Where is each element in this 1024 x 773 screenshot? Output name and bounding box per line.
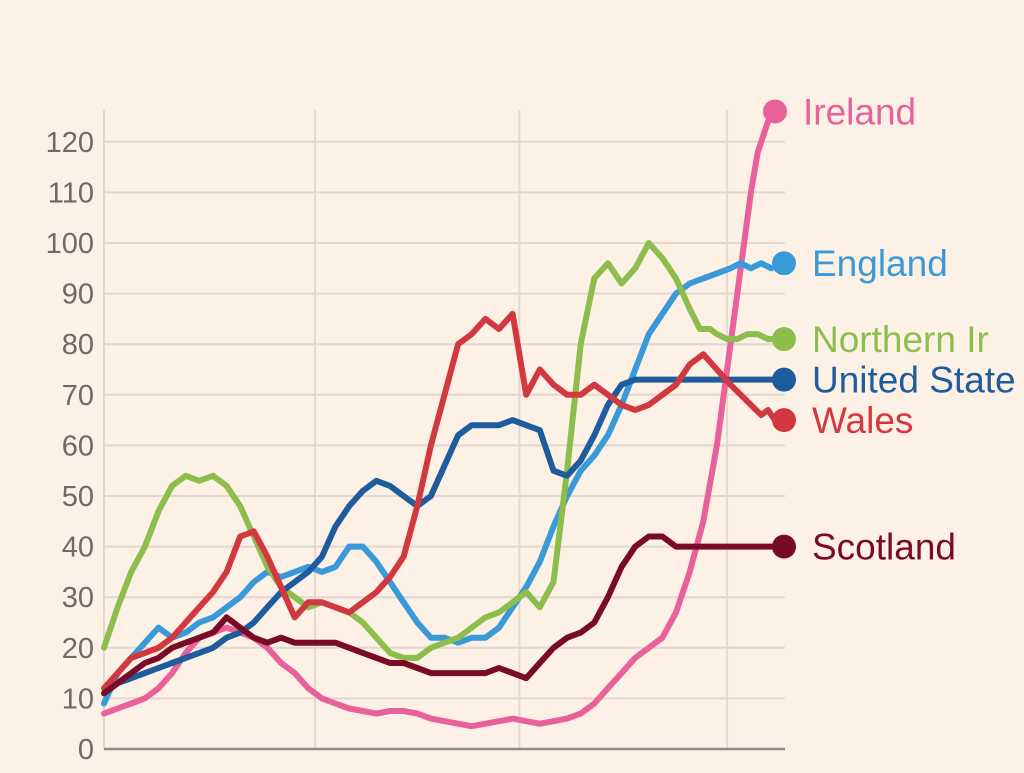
series-line-ireland	[101, 108, 778, 730]
series-line-wales	[101, 310, 778, 692]
series-line-scotland	[101, 533, 778, 697]
y-tick-label: 110	[48, 177, 94, 209]
end-marker-united-states	[772, 367, 796, 392]
y-tick-label: 20	[62, 633, 94, 665]
series-layer	[101, 108, 778, 730]
series-label-england: England	[812, 243, 948, 284]
y-tick-label: 80	[62, 329, 94, 361]
end-marker-england	[772, 251, 796, 276]
y-tick-label: 0	[78, 734, 94, 766]
series-line-united-states	[101, 376, 778, 697]
series-line-northern-ireland	[101, 240, 778, 661]
series-line-england	[101, 260, 775, 707]
y-tick-label: 100	[46, 228, 94, 260]
y-tick-label: 90	[62, 279, 94, 311]
series-label-ireland: Ireland	[803, 91, 916, 132]
end-marker-northern-ireland	[772, 327, 796, 352]
end-marker-ireland	[763, 99, 787, 124]
y-tick-label: 10	[62, 683, 94, 715]
axis-layer: 0 10 20 30 40 50 60 70 80 90 100 110 120	[46, 127, 785, 766]
series-label-united-states: United State	[812, 360, 1016, 401]
y-tick-label: 50	[62, 481, 94, 513]
end-marker-wales	[772, 408, 796, 433]
series-label-scotland: Scotland	[812, 527, 956, 568]
y-tick-label: 60	[62, 430, 94, 462]
y-tick-label: 30	[62, 582, 94, 614]
series-label-northern-ireland: Northern Ir	[812, 319, 989, 360]
y-tick-label: 70	[62, 380, 94, 412]
y-tick-label: 120	[46, 127, 94, 159]
y-tick-label: 40	[62, 532, 94, 564]
end-marker-scotland	[772, 534, 796, 559]
series-label-wales: Wales	[812, 400, 913, 441]
